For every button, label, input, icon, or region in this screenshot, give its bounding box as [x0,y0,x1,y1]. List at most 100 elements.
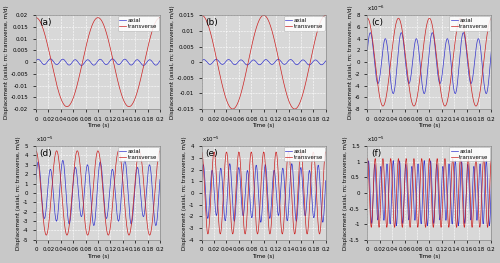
Text: (f): (f) [371,149,382,158]
axial [227,162,233,165]
axial [80,62,86,65]
transverse [462,226,468,229]
Legend: axial, transverse: axial, transverse [284,16,325,31]
Line: axial: axial [36,59,160,65]
transverse [472,104,478,108]
axial [244,63,250,67]
axial [47,168,53,171]
transverse [418,175,424,178]
X-axis label: Time (s): Time (s) [418,123,440,128]
X-axis label: Time (s): Time (s) [252,123,275,128]
Line: axial: axial [368,161,492,226]
axial [33,178,39,181]
Line: transverse: transverse [202,15,326,109]
axial [412,41,418,44]
axial [390,92,396,95]
axial [472,50,478,53]
Text: (e): (e) [206,149,218,158]
Text: (b): (b) [206,18,218,27]
transverse [386,75,392,79]
transverse [418,72,424,75]
transverse [154,17,160,21]
axial [488,48,494,51]
transverse [157,149,163,152]
transverse [198,150,204,154]
transverse [141,188,147,191]
axial [86,59,92,62]
axial [386,60,392,64]
Legend: axial, transverse: axial, transverse [118,16,159,31]
transverse [64,105,70,108]
Line: transverse: transverse [368,159,492,227]
axial [378,60,384,63]
Line: transverse: transverse [368,18,492,106]
axial [322,59,328,63]
transverse [486,22,492,25]
transverse [205,232,211,236]
axial [418,214,424,217]
axial [220,63,226,66]
transverse [198,14,204,17]
X-axis label: Time (s): Time (s) [418,254,440,259]
transverse [364,17,370,20]
transverse [80,56,86,59]
transverse [322,150,328,154]
axial [422,159,428,162]
Text: (d): (d) [40,149,52,158]
X-axis label: Time (s): Time (s) [252,254,275,259]
axial [252,59,258,62]
axial [213,212,219,215]
axial [378,171,384,175]
Text: x10$^{-6}$: x10$^{-6}$ [368,4,385,13]
transverse [307,197,313,200]
axial [213,58,219,61]
Line: axial: axial [36,160,160,225]
transverse [320,177,326,180]
transverse [252,197,258,200]
Text: x10$^{-5}$: x10$^{-5}$ [36,135,54,144]
transverse [322,14,328,17]
transverse [380,104,386,108]
transverse [141,62,147,65]
axial [320,62,326,65]
axial [86,170,92,173]
transverse [220,195,226,198]
Text: (a): (a) [40,18,52,27]
Legend: axial, transverse: axial, transverse [450,16,490,31]
Line: transverse: transverse [36,151,160,235]
axial [157,178,163,181]
axial [80,201,86,205]
Y-axis label: Displacement (axial, m; transverse, m/d): Displacement (axial, m; transverse, m/d) [182,136,187,250]
transverse [157,16,163,19]
axial [154,213,160,216]
Y-axis label: Displacement (axial, m; transverse, m/d): Displacement (axial, m; transverse, m/d) [342,136,347,250]
axial [246,187,252,190]
axial [220,196,226,199]
axial [47,57,53,60]
transverse [47,208,53,211]
transverse [320,15,326,18]
Text: (c): (c) [371,18,383,27]
axial [430,31,436,34]
axial [122,159,128,162]
X-axis label: Time (s): Time (s) [87,123,109,128]
axial [142,64,148,67]
axial [418,66,424,69]
axial [154,63,160,66]
Line: transverse: transverse [202,152,326,234]
transverse [213,54,219,57]
axial [488,177,494,180]
transverse [412,103,418,107]
Line: axial: axial [368,33,492,94]
transverse [386,186,392,189]
transverse [54,151,60,154]
transverse [47,54,53,58]
Text: x10$^{-5}$: x10$^{-5}$ [202,135,220,144]
axial [54,216,60,219]
Y-axis label: Displacement (axial, m; transverse, m/d): Displacement (axial, m; transverse, m/d) [4,5,9,119]
transverse [86,33,92,37]
transverse [33,16,39,19]
transverse [472,158,478,161]
transverse [378,176,384,179]
axial [486,222,492,226]
